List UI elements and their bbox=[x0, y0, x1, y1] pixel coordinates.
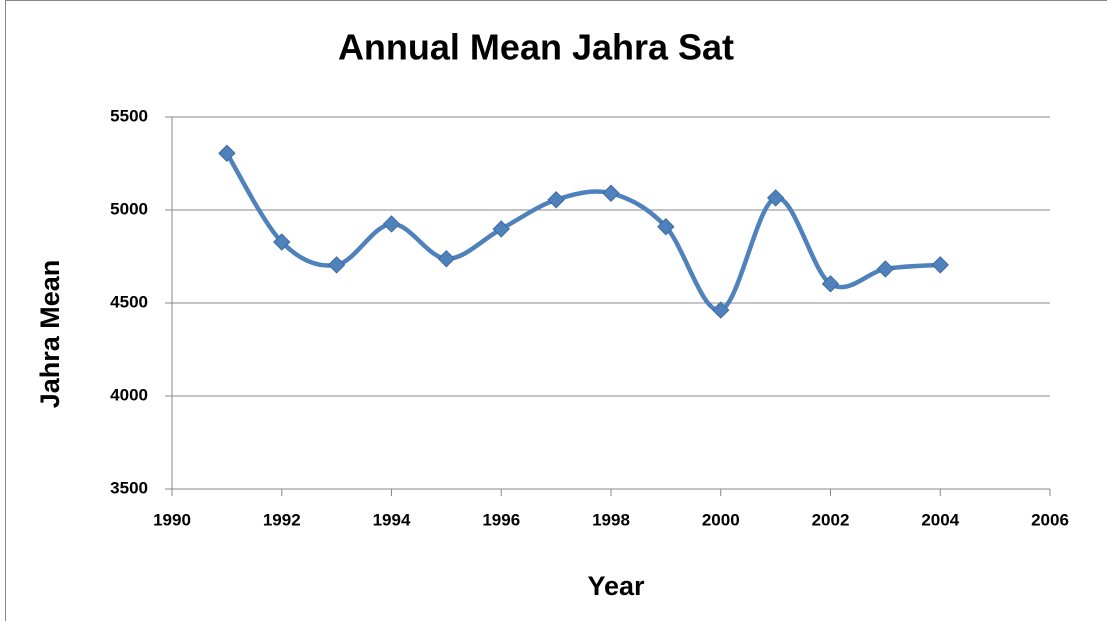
x-tick-label: 2006 bbox=[1031, 510, 1069, 529]
y-tick-label: 4500 bbox=[110, 292, 148, 311]
data-marker bbox=[876, 260, 895, 278]
data-marker bbox=[437, 250, 456, 268]
data-marker bbox=[382, 215, 401, 233]
data-marker bbox=[602, 184, 620, 202]
data-marker bbox=[657, 218, 675, 236]
y-tick-label: 4000 bbox=[110, 385, 148, 404]
data-marker bbox=[931, 256, 949, 274]
data-marker bbox=[766, 189, 785, 207]
x-tick-label: 1992 bbox=[263, 510, 301, 529]
x-tick-label: 1998 bbox=[592, 510, 630, 529]
data-marker bbox=[547, 191, 565, 209]
x-axis-label: Year bbox=[587, 571, 645, 601]
data-marker bbox=[712, 301, 730, 319]
x-tick-label: 2004 bbox=[921, 510, 959, 529]
y-tick-label: 5000 bbox=[110, 199, 148, 218]
data-marker bbox=[273, 233, 291, 251]
data-marker bbox=[327, 256, 346, 274]
x-tick-label: 1994 bbox=[373, 510, 411, 529]
data-marker bbox=[492, 220, 510, 238]
y-tick-label: 3500 bbox=[110, 478, 148, 497]
y-tick-label: 5500 bbox=[110, 106, 148, 125]
data-marker bbox=[218, 144, 236, 162]
x-tick-label: 2002 bbox=[812, 510, 850, 529]
chart-frame bbox=[5, 0, 1107, 621]
data-marker bbox=[821, 275, 840, 293]
chart-title: Annual Mean Jahra Sat bbox=[338, 27, 734, 68]
x-tick-label: 1996 bbox=[482, 510, 520, 529]
y-axis-label: Jahra Mean bbox=[35, 260, 65, 409]
x-tick-label: 2000 bbox=[702, 510, 740, 529]
x-tick-label: 1990 bbox=[153, 510, 191, 529]
